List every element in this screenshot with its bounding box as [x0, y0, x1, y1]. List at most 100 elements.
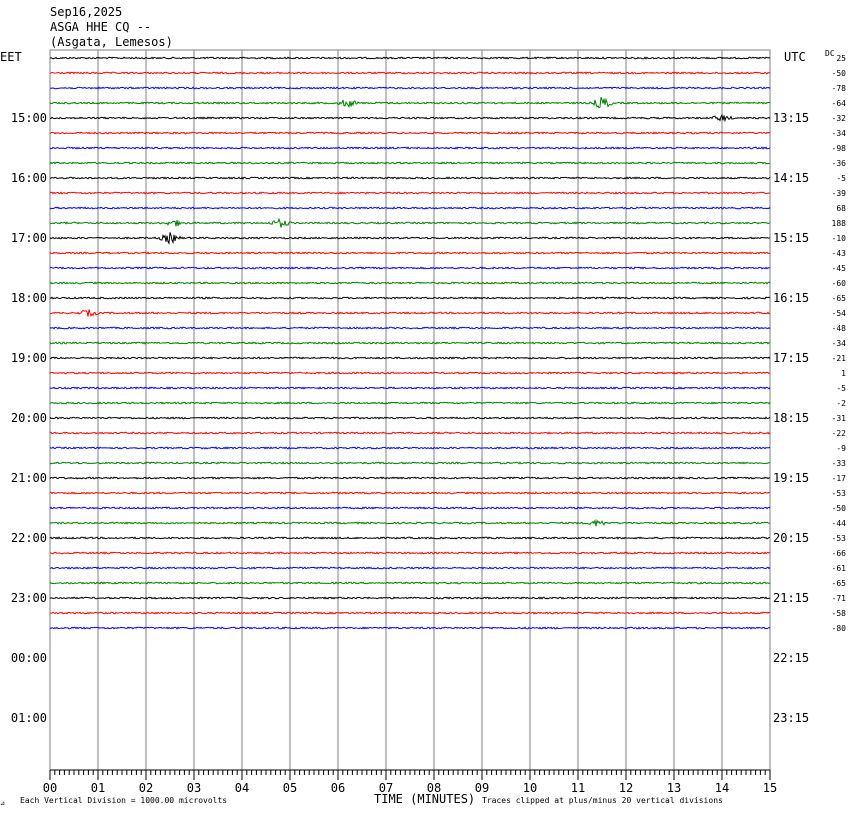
- x-tick-label: 13: [667, 781, 681, 795]
- dc-offset-value: -39: [832, 189, 847, 198]
- left-hour-label: 23:00: [11, 591, 47, 605]
- station-location: (Asgata, Lemesos): [50, 35, 173, 49]
- x-axis-title: TIME (MINUTES): [374, 792, 476, 806]
- x-tick-label: 01: [91, 781, 105, 795]
- seismic-trace: [49, 232, 771, 245]
- dc-offset-value: -61: [832, 564, 847, 573]
- trace-layer: [49, 56, 771, 630]
- x-tick-label: 14: [715, 781, 729, 795]
- dc-offset-value: -9: [836, 444, 846, 453]
- dc-offset-value: -5: [836, 174, 846, 183]
- x-tick-label: 03: [187, 781, 201, 795]
- x-tick-label: 06: [331, 781, 345, 795]
- right-hour-label: 17:15: [773, 351, 809, 365]
- dc-offset-value: -34: [832, 129, 847, 138]
- seismic-trace: [49, 491, 771, 495]
- x-tick-label: 08: [427, 781, 441, 795]
- seismic-trace: [49, 476, 771, 480]
- grid-layer: [49, 49, 771, 780]
- seismic-trace: [49, 56, 771, 60]
- seismic-trace: [49, 146, 771, 150]
- x-tick-label: 15: [763, 781, 777, 795]
- dc-offset-value: -60: [832, 279, 847, 288]
- plot-date: Sep16,2025: [50, 5, 123, 19]
- dc-offset-value: -45: [832, 264, 847, 273]
- label-layer: 00 01 02 03 04 05 06 07 08 09 10 11 12 13 14 15 15:00 13:…: [11, 54, 846, 795]
- seismic-trace: [49, 281, 771, 285]
- seismic-trace: [49, 518, 771, 527]
- left-hour-label: 18:00: [11, 291, 47, 305]
- seismic-trace: [49, 596, 771, 600]
- seismic-trace: [49, 551, 771, 555]
- scale-note: Each Vertical Division = 1000.00 microvo…: [20, 796, 228, 805]
- dc-offset-value: -2: [836, 399, 846, 408]
- x-tick-label: 00: [43, 781, 57, 795]
- logo-mark: ⊿: [0, 800, 6, 807]
- dc-offset-value: 1: [841, 369, 846, 378]
- seismic-trace: [49, 341, 771, 345]
- right-hour-label: 18:15: [773, 411, 809, 425]
- dc-offset-header: DC: [825, 49, 835, 58]
- right-timezone-label: UTC: [784, 50, 806, 64]
- x-tick-label: 04: [235, 781, 249, 795]
- right-hour-label: 21:15: [773, 591, 809, 605]
- dc-offset-value: -65: [832, 294, 847, 303]
- left-hour-label: 15:00: [11, 111, 47, 125]
- dc-offset-value: -22: [832, 429, 847, 438]
- seismic-trace: [49, 296, 771, 300]
- dc-offset-value: -34: [832, 339, 847, 348]
- dc-offset-value: -17: [832, 474, 847, 483]
- dc-offset-value: -53: [832, 489, 847, 498]
- dc-offset-value: -44: [832, 519, 847, 528]
- dc-offset-value: 25: [836, 54, 846, 63]
- seismic-trace: [49, 251, 771, 255]
- x-tick-label: 11: [571, 781, 585, 795]
- seismic-trace: [49, 131, 771, 135]
- right-hour-label: 15:15: [773, 231, 809, 245]
- dc-offset-value: -65: [832, 579, 847, 588]
- dc-offset-value: -54: [832, 309, 847, 318]
- dc-offset-value: -78: [832, 84, 847, 93]
- right-hour-label: 14:15: [773, 171, 809, 185]
- x-tick-label: 10: [523, 781, 537, 795]
- left-hour-label: 22:00: [11, 531, 47, 545]
- station-code: ASGA HHE CQ --: [50, 20, 152, 34]
- seismic-trace: [49, 326, 771, 330]
- seismic-trace: [49, 217, 771, 228]
- dc-offset-value: -98: [832, 144, 847, 153]
- seismic-trace: [49, 581, 771, 585]
- dc-offset-value: -64: [832, 99, 847, 108]
- dc-offset-value: -58: [832, 609, 847, 618]
- seismic-trace: [49, 71, 771, 75]
- seismic-trace: [49, 96, 771, 109]
- right-hour-label: 13:15: [773, 111, 809, 125]
- seismic-trace: [49, 431, 771, 435]
- right-hour-label: 20:15: [773, 531, 809, 545]
- dc-offset-value: -31: [832, 414, 847, 423]
- left-hour-label: 00:00: [11, 651, 47, 665]
- seismic-trace: [49, 626, 771, 630]
- dc-offset-value: -53: [832, 534, 847, 543]
- seismic-trace: [49, 416, 771, 420]
- dc-offset-value: -71: [832, 594, 847, 603]
- left-hour-label: 01:00: [11, 711, 47, 725]
- dc-offset-value: -21: [832, 354, 847, 363]
- seismic-trace: [49, 611, 771, 615]
- seismic-trace: [49, 266, 771, 270]
- left-hour-label: 20:00: [11, 411, 47, 425]
- x-tick-label: 07: [379, 781, 393, 795]
- seismic-trace: [49, 506, 771, 510]
- seismic-trace: [49, 386, 771, 390]
- dc-offset-value: -66: [832, 549, 847, 558]
- dc-offset-value: -48: [832, 324, 847, 333]
- right-hour-label: 19:15: [773, 471, 809, 485]
- dc-offset-value: -10: [832, 234, 847, 243]
- seismic-trace: [49, 566, 771, 570]
- x-tick-label: 12: [619, 781, 633, 795]
- dc-offset-value: -36: [832, 159, 847, 168]
- dc-offset-value: 68: [836, 204, 846, 213]
- left-timezone-label: EET: [0, 50, 22, 64]
- seismic-trace: [49, 206, 771, 210]
- left-hour-label: 16:00: [11, 171, 47, 185]
- right-hour-label: 22:15: [773, 651, 809, 665]
